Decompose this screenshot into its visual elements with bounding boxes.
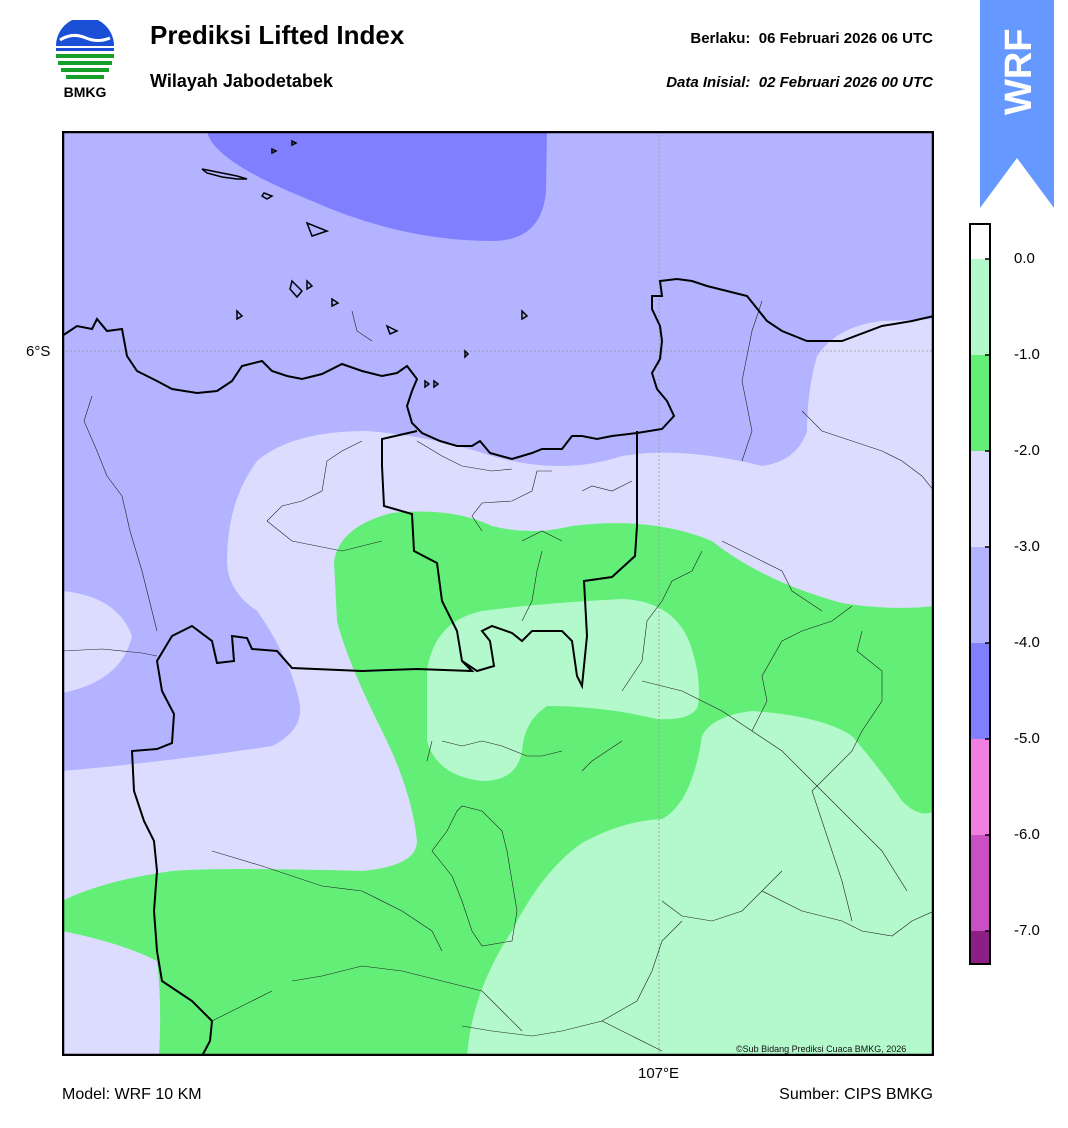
dki-border xyxy=(461,431,638,690)
wrf-banner: WRF xyxy=(980,0,1054,210)
field-band-2-to-3-bottom xyxy=(62,931,161,1056)
field-band-4-to-5 xyxy=(207,131,547,241)
wrf-banner-text: WRF xyxy=(998,28,1040,115)
valid-label: Berlaku: xyxy=(690,30,751,47)
field-band-2-to-3-left xyxy=(62,591,132,693)
logo-text: BMKG xyxy=(63,84,107,100)
valid-value: 06 Februari 2026 06 UTC xyxy=(758,30,933,47)
page-title: Prediksi Lifted Index xyxy=(150,20,405,50)
colorbar-tick-label: -6.0 xyxy=(1014,826,1040,843)
colorbar xyxy=(969,223,991,965)
source-info: Sumber: CIPS BMKG xyxy=(779,1086,933,1103)
colorbar-tick-label: -7.0 xyxy=(1014,922,1040,939)
init-label: Data Inisial: xyxy=(666,74,751,91)
lifted-index-map xyxy=(61,130,935,1057)
init-value: 02 Februari 2026 00 UTC xyxy=(758,74,933,91)
colorbar-tick-label: -2.0 xyxy=(1014,442,1040,459)
field-band-3-to-4-left xyxy=(62,381,301,771)
field-band-0-to-1-big xyxy=(467,711,934,1056)
colorbar-tick-label: -1.0 xyxy=(1014,346,1040,363)
page-subtitle: Wilayah Jabodetabek xyxy=(150,71,333,91)
province-border xyxy=(130,430,475,1056)
coastline xyxy=(62,277,934,461)
map-credit: ©Sub Bidang Prediksi Cuaca BMKG, 2026 xyxy=(736,1044,907,1054)
latitude-label: 6°S xyxy=(26,343,51,360)
field-band-0-to-1-mid xyxy=(427,599,699,781)
colorbar-tick-label: -5.0 xyxy=(1014,730,1040,747)
longitude-label: 107°E xyxy=(638,1065,680,1082)
valid-time: Berlaku: 06 Februari 2026 06 UTC xyxy=(690,30,933,47)
colorbar-tick-label: 0.0 xyxy=(1014,250,1035,267)
colorbar-tick-label: -4.0 xyxy=(1014,634,1040,651)
bmkg-logo-icon xyxy=(52,17,118,102)
model-info: Model: WRF 10 KM xyxy=(62,1086,202,1103)
init-time: Data Inisial: 02 Februari 2026 00 UTC xyxy=(666,74,933,91)
colorbar-tick-label: -3.0 xyxy=(1014,538,1040,555)
